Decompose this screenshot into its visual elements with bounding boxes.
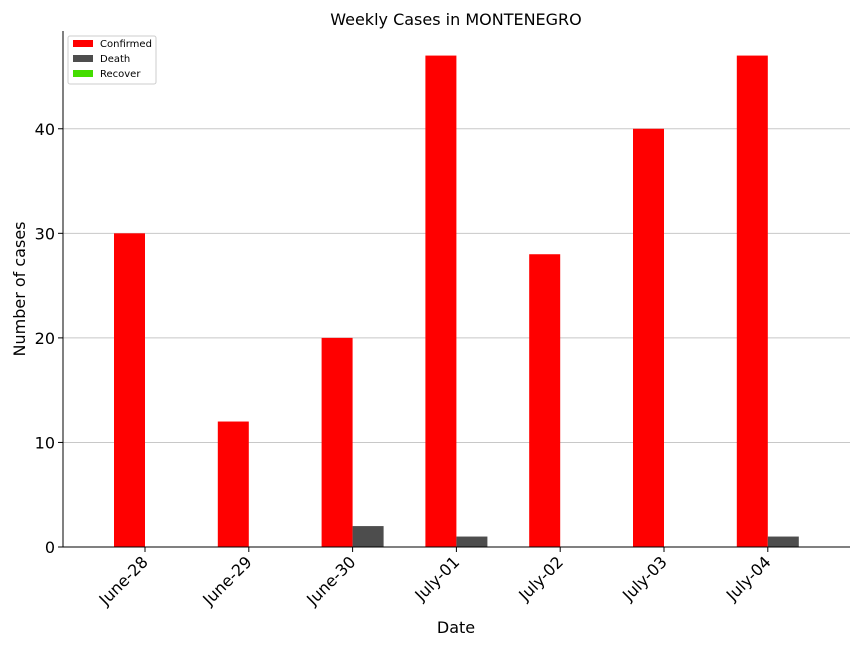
gridlines (63, 128, 850, 443)
y-axis-label: Number of cases (10, 222, 29, 357)
x-tick-label: June-28 (95, 552, 152, 609)
y-tick-label: 40 (35, 120, 55, 139)
y-tick-label: 10 (35, 433, 55, 452)
x-ticks: June-28 June-29 June-30 July-01 July-02 July-… (95, 547, 775, 610)
x-tick-label: July-01 (410, 552, 463, 605)
legend-label: Confirmed (100, 39, 152, 50)
bar-confirmed (114, 233, 145, 547)
chart-title: Weekly Cases in MONTENEGRO (330, 10, 582, 29)
legend-swatch (73, 55, 93, 62)
bar-confirmed (425, 55, 457, 547)
x-tick-label: June-30 (302, 552, 359, 609)
legend-swatch (73, 70, 93, 77)
axes (62, 31, 850, 548)
legend-label: Recover (100, 69, 141, 80)
y-ticks: 0 10 20 30 40 (35, 120, 63, 557)
bar-confirmed (529, 254, 561, 547)
bar-death (352, 526, 384, 547)
legend-swatch (73, 40, 93, 47)
x-tick-label: July-04 (722, 552, 775, 605)
bars (114, 55, 799, 547)
x-tick-label: July-03 (618, 552, 671, 605)
bar-death (767, 536, 799, 547)
bar-confirmed (633, 128, 664, 547)
bar-confirmed (321, 337, 353, 547)
bar-confirmed (217, 421, 249, 547)
y-tick-label: 20 (35, 329, 55, 348)
x-tick-label: June-29 (198, 552, 255, 609)
y-tick-label: 30 (35, 224, 55, 243)
x-axis-label: Date (437, 618, 475, 637)
legend-label: Death (100, 54, 130, 65)
legend: Confirmed Death Recover (67, 35, 157, 85)
x-tick-label: July-02 (514, 552, 567, 605)
bar-confirmed (736, 55, 768, 547)
y-tick-label: 0 (45, 538, 55, 557)
bar-death (456, 536, 488, 547)
